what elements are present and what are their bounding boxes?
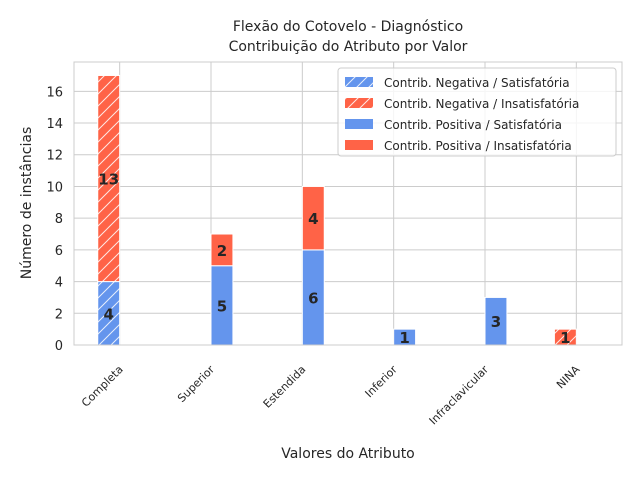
- bar-hatch: [97, 281, 120, 345]
- y-tick-label: 4: [55, 276, 63, 291]
- y-tick-label: 6: [55, 244, 63, 259]
- y-tick-label: 8: [55, 212, 63, 227]
- legend-swatch: [345, 140, 373, 150]
- x-tick-label: NINA: [554, 363, 583, 392]
- x-tick-label: Inferior: [363, 363, 401, 401]
- bar-segment: [210, 233, 234, 267]
- bar-hatch: [97, 75, 120, 282]
- legend-box: [337, 67, 617, 157]
- bar-value-label: 1: [560, 329, 570, 347]
- bar-value-label: 13: [98, 171, 119, 189]
- x-tick-label: Estendida: [261, 363, 309, 411]
- x-ticks: Completa Superior Estendida Inferior Infracl…: [79, 363, 583, 428]
- chart-title: Flexão do Cotovelo - Diagnóstico: [233, 19, 463, 35]
- y-tick-label: 12: [46, 149, 63, 164]
- legend-swatch: [345, 119, 373, 129]
- legend-swatch-hatch: [345, 98, 373, 108]
- legend-entry-label: Contrib. Negativa / Insatisfatória: [384, 97, 579, 111]
- y-tick-label: 16: [46, 85, 63, 100]
- x-tick-label: Infraclavicular: [427, 363, 492, 428]
- y-tick-label: 2: [55, 307, 63, 322]
- bar-value-label: 4: [308, 210, 318, 228]
- bar-value-label: 6: [308, 289, 318, 307]
- bar-segment: [301, 185, 325, 251]
- bar-value-label: 2: [217, 242, 227, 260]
- legend-swatch-hatch: [345, 77, 373, 87]
- legend-entry-label: Contrib. Positiva / Insatisfatória: [384, 139, 572, 153]
- bar-value-label: 1: [399, 329, 409, 347]
- y-tick-label: 0: [55, 339, 63, 354]
- y-tick-label: 10: [46, 180, 63, 195]
- bar-value-label: 4: [103, 305, 113, 323]
- y-tick-label: 14: [46, 117, 63, 132]
- x-axis-label: Valores do Atributo: [281, 446, 415, 462]
- bars: [97, 74, 577, 346]
- bar-value-label: 3: [491, 313, 501, 331]
- legend-entry-label: Contrib. Positiva / Satisfatória: [384, 118, 562, 132]
- legend: Contrib. Negativa / Satisfatória Contrib.…: [337, 67, 617, 157]
- x-tick-label: Superior: [175, 363, 217, 405]
- x-tick-label: Completa: [79, 363, 126, 410]
- bar-hatch: [554, 329, 577, 345]
- y-ticks: 0 2 4 6 8 10 12 14 16: [46, 85, 63, 354]
- plot-frame: [73, 61, 623, 346]
- chart-subtitle: Contribuição do Atributo por Valor: [229, 39, 468, 55]
- bar-value-label: 5: [217, 297, 227, 315]
- y-axis-label: Número de instâncias: [19, 127, 35, 279]
- legend-entry-label: Contrib. Negativa / Satisfatória: [384, 76, 570, 90]
